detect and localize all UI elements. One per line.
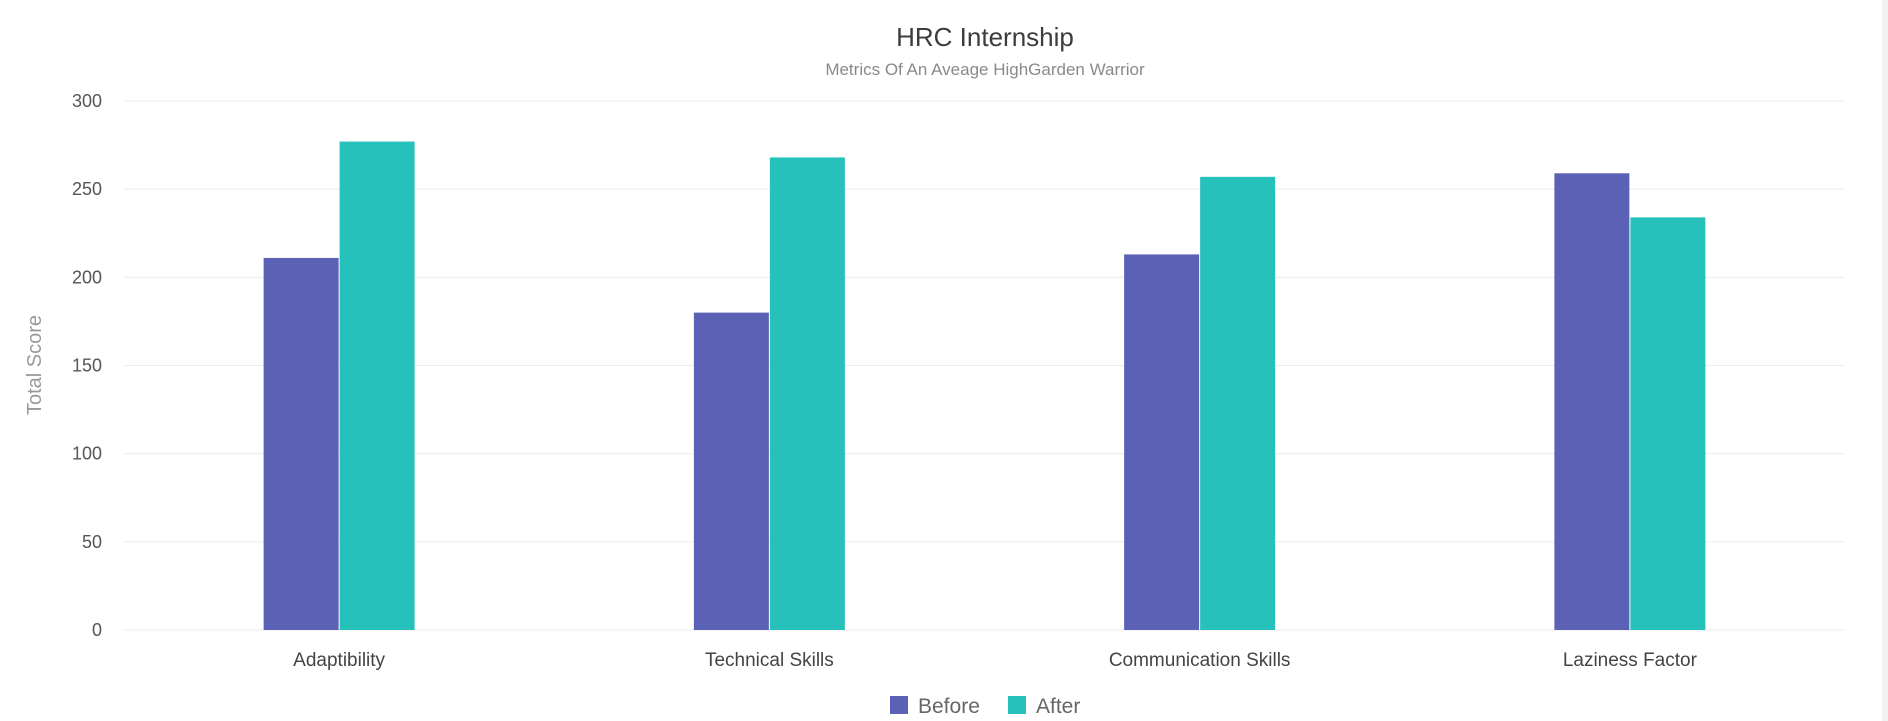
bar-before-2[interactable] [693,312,769,630]
x-tick-label: Laziness Factor [1563,650,1698,671]
legend-swatch [890,696,908,714]
bar-after-3[interactable] [1200,176,1276,630]
legend-swatch [1008,696,1026,714]
y-tick-label: 100 [72,444,102,464]
vertical-scrollbar[interactable] [1882,0,1888,721]
x-tick-label: Communication Skills [1109,650,1291,671]
chart-title: HRC Internship [896,22,1074,52]
bar-before-3[interactable] [1124,254,1200,630]
x-axis-ticks: Adaptibility Technical Skills Communicatio… [293,650,1697,671]
bar-after-4[interactable] [1630,217,1706,630]
y-tick-label: 300 [72,91,102,111]
y-axis-ticks: 0 50 100 150 200 250 300 [72,91,102,640]
x-tick-label: Technical Skills [705,650,834,671]
legend-item-before[interactable]: Before [890,695,980,718]
bar-after-2[interactable] [769,157,845,630]
legend-label: Before [918,695,980,718]
y-axis-title: Total Score [24,315,46,415]
y-tick-label: 250 [72,179,102,199]
bar-before-4[interactable] [1554,173,1630,630]
bar-after-1[interactable] [339,141,415,630]
y-tick-label: 50 [82,532,102,552]
y-tick-label: 200 [72,267,102,287]
bar-before-1[interactable] [263,257,339,630]
bars [263,141,1706,630]
y-tick-label: 150 [72,356,102,376]
legend-label: After [1036,695,1080,718]
legend-item-after[interactable]: After [1008,695,1080,718]
legend[interactable]: Before After [890,695,1080,718]
chart-subtitle: Metrics Of An Aveage HighGarden Warrior [825,60,1145,79]
x-tick-label: Adaptibility [293,650,385,671]
y-tick-label: 0 [92,620,102,640]
